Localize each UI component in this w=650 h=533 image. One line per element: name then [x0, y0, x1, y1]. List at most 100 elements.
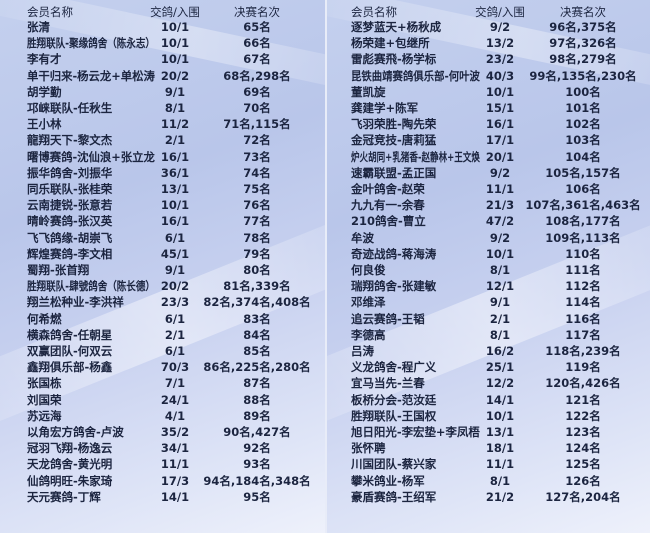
- member-name: 张清: [27, 20, 50, 34]
- birds-entered: 24/1: [160, 392, 190, 407]
- table-header: 会员名称 交鸽/入围 决赛名次: [327, 4, 650, 20]
- birds-entered: 16/1: [160, 149, 190, 164]
- final-rank: 126名: [565, 473, 601, 488]
- birds-entered: 8/1: [489, 263, 511, 277]
- table-row: 龍翔天下-黎文杰 2/1 72名: [0, 132, 325, 148]
- birds-entered: 21/2: [485, 489, 515, 504]
- member-name: 冠羽飞翔-杨逸云: [27, 441, 113, 456]
- final-rank: 86名,225名,280名: [203, 360, 311, 375]
- birds-entered: 10/1: [160, 52, 190, 67]
- table-row: 昆铁曲靖赛鸽俱乐部-何叶波 40/3 99名,135名,230名: [327, 68, 650, 84]
- final-rank: 111名: [565, 263, 601, 277]
- final-rank: 117名: [565, 327, 601, 342]
- final-rank: 72名: [243, 133, 271, 148]
- birds-entered: 16/1: [160, 214, 190, 229]
- table-row: 张清 10/1 65名: [0, 19, 325, 35]
- member-name: 李有才: [27, 52, 62, 67]
- member-name: 晴岭赛鸽-张汉英: [27, 214, 113, 229]
- member-name: 金冠竞技-唐莉猛: [351, 133, 437, 148]
- final-rank: 108名,177名: [545, 214, 621, 229]
- member-name: 板桥分会-范汝廷: [351, 392, 437, 407]
- final-rank: 89名: [243, 408, 271, 423]
- member-name: 以角宏方鸽舍-卢波: [27, 425, 124, 439]
- member-name: 曙博赛鸽-沈仙浪+张立龙: [27, 149, 155, 164]
- birds-entered: 40/3: [485, 68, 515, 83]
- final-rank: 82名,374名,408名: [203, 295, 311, 310]
- member-name: 鑫翔俱乐部-杨鑫: [27, 360, 113, 375]
- birds-entered: 8/1: [164, 101, 186, 115]
- member-name: 何希燃: [27, 311, 62, 326]
- member-name: 追云赛鸽-王韬: [351, 311, 425, 326]
- table-row: 董凯旋 10/1 100名: [327, 84, 650, 100]
- birds-entered: 13/2: [485, 36, 515, 51]
- final-rank: 106名: [565, 182, 601, 196]
- birds-entered: 9/1: [489, 295, 511, 310]
- member-name: 刘国荣: [27, 392, 62, 407]
- table-row: 李德高 8/1 117名: [327, 327, 650, 343]
- member-name: 210鸽舍-曹立: [351, 214, 426, 229]
- member-name: 杨荣建+包继所: [351, 36, 430, 51]
- member-name: 同乐联队-张桂荣: [27, 182, 113, 196]
- birds-entered: 10/1: [485, 84, 515, 99]
- member-name: 金叶鸽舍-赵荣: [351, 182, 425, 196]
- birds-entered: 10/1: [485, 246, 515, 261]
- table-row: 瑞翔鸽舍-张建敏 12/1 112名: [327, 278, 650, 294]
- table-row: 速霸联盟-孟正国 9/2 105名,157名: [327, 165, 650, 181]
- final-rank: 76名: [243, 198, 271, 213]
- final-rank: 102名: [565, 117, 601, 132]
- final-rank: 81名,339名: [223, 279, 291, 294]
- final-rank: 121名: [565, 392, 601, 407]
- final-rank: 124名: [565, 441, 601, 456]
- birds-entered: 11/1: [160, 457, 190, 472]
- final-rank: 103名: [565, 133, 601, 148]
- birds-entered: 15/1: [485, 101, 515, 115]
- birds-entered: 10/1: [160, 20, 190, 34]
- table-row: 金冠竞技-唐莉猛 17/1 103名: [327, 132, 650, 148]
- birds-entered: 17/1: [485, 133, 515, 148]
- header-member-name: 会员名称: [351, 5, 397, 19]
- header-birds: 交鸽/入围: [475, 5, 525, 19]
- birds-entered: 36/1: [160, 165, 190, 180]
- final-rank: 66名: [243, 36, 271, 51]
- header-rank: 决赛名次: [560, 5, 606, 19]
- final-rank: 88名: [243, 392, 271, 407]
- table-row: 刘国荣 24/1 88名: [0, 392, 325, 408]
- birds-entered: 21/3: [485, 198, 515, 213]
- table-row: 胜翔联队-王国权 10/1 122名: [327, 408, 650, 424]
- birds-entered: 9/2: [489, 230, 511, 245]
- member-name: 龍翔天下-黎文杰: [27, 133, 113, 148]
- birds-entered: 6/1: [164, 344, 186, 358]
- table-row: 蜀翔-张首翔 9/1 80名: [0, 262, 325, 278]
- member-name: 旭日阳光-李宏垫+李凤梧: [351, 425, 480, 439]
- final-rank: 119名: [565, 360, 601, 375]
- birds-entered: 13/1: [485, 425, 515, 439]
- table-row: 炉火胡同+乳猪香-赵静林+王文焕 20/1 104名: [327, 149, 650, 165]
- table-row: 以角宏方鸽舍-卢波 35/2 90名,427名: [0, 424, 325, 440]
- table-row: 攀米鸽业-杨军 8/1 126名: [327, 473, 650, 489]
- birds-entered: 9/2: [489, 165, 511, 180]
- member-name: 炉火胡同+乳猪香-赵静林+王文焕: [351, 149, 480, 164]
- final-rank: 96名,375名: [549, 20, 617, 34]
- member-name: 董凯旋: [351, 84, 386, 99]
- birds-entered: 20/2: [160, 279, 190, 294]
- member-name: 何良俊: [351, 263, 386, 277]
- final-rank: 70名: [243, 101, 271, 115]
- birds-entered: 16/1: [485, 117, 515, 132]
- table-row: 义龙鸽舍-程广义 25/1 119名: [327, 359, 650, 375]
- table-row: 翔兰松种业-李洪祥 23/3 82名,374名,408名: [0, 294, 325, 310]
- table-row: 胜翔联队-聚缘鸽舍（陈永志） 10/1 66名: [0, 35, 325, 51]
- table-row: 龚建学+陈军 15/1 101名: [327, 100, 650, 116]
- birds-entered: 34/1: [160, 441, 190, 456]
- birds-entered: 12/1: [485, 279, 515, 294]
- table-row: 李有才 10/1 67名: [0, 51, 325, 67]
- birds-entered: 16/2: [485, 344, 515, 358]
- final-rank: 85名: [243, 344, 271, 358]
- member-name: 豪盾赛鸽-王绍军: [351, 489, 437, 504]
- member-name: 翔兰松种业-李洪祥: [27, 295, 124, 310]
- birds-entered: 70/3: [160, 360, 190, 375]
- member-name: 义龙鸽舍-程广义: [351, 360, 437, 375]
- table-row: 胡学勤 9/1 69名: [0, 84, 325, 100]
- final-rank: 125名: [565, 457, 601, 472]
- birds-entered: 2/1: [164, 327, 186, 342]
- table-row: 云南捷锐-张意若 10/1 76名: [0, 197, 325, 213]
